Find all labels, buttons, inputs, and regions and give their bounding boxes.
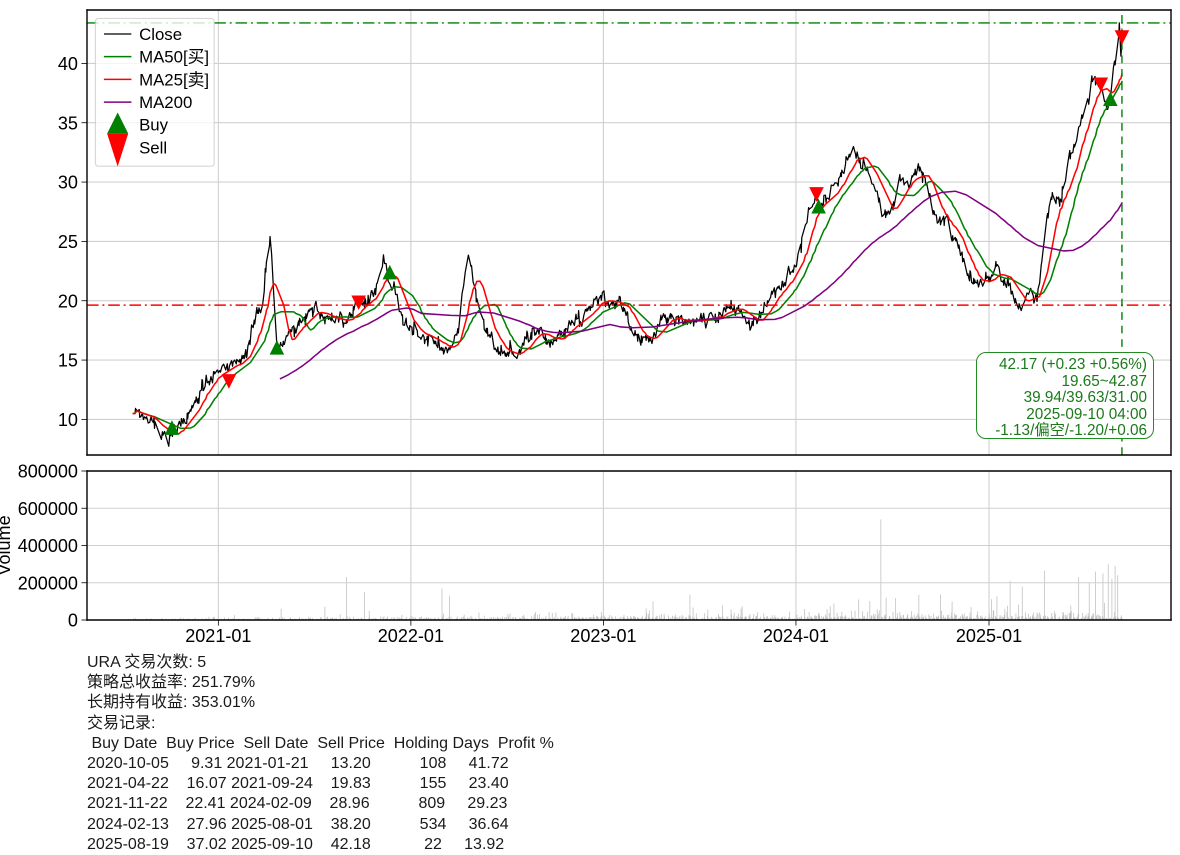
svg-text:2023-01: 2023-01 [570,626,636,646]
svg-text:20: 20 [58,291,78,311]
svg-text:15: 15 [58,351,78,371]
svg-text:400000: 400000 [18,536,78,556]
svg-text:25: 25 [58,232,78,252]
svg-text:35: 35 [58,113,78,133]
svg-text:800000: 800000 [18,462,78,482]
svg-text:Buy: Buy [139,116,169,135]
svg-text:2021-01: 2021-01 [185,626,251,646]
svg-text:MA25[卖]: MA25[卖] [139,70,209,89]
svg-text:600000: 600000 [18,499,78,519]
svg-text:200000: 200000 [18,573,78,593]
svg-text:30: 30 [58,173,78,193]
svg-text:2024-01: 2024-01 [763,626,829,646]
svg-text:MA50[买]: MA50[买] [139,48,209,67]
svg-text:MA200: MA200 [139,93,192,112]
svg-text:2022-01: 2022-01 [378,626,444,646]
svg-text:0: 0 [68,611,78,631]
svg-text:2025-01: 2025-01 [956,626,1022,646]
svg-text:40: 40 [58,54,78,74]
svg-text:Sell: Sell [139,138,167,157]
svg-text:Volume: Volume [0,515,14,575]
svg-text:10: 10 [58,410,78,430]
svg-text:Close: Close [139,25,182,44]
